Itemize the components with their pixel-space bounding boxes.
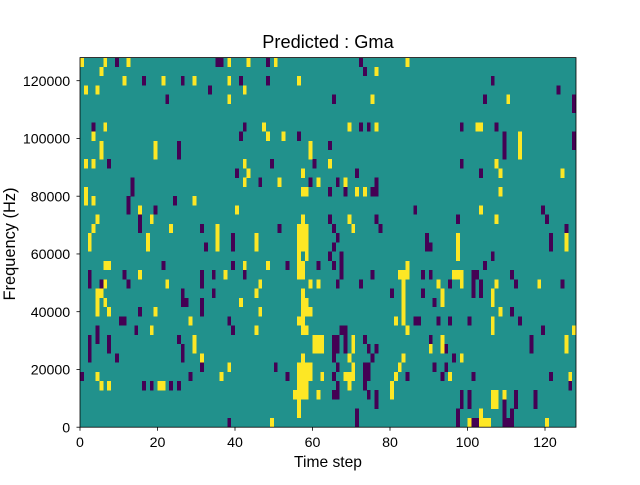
svg-text:Time step: Time step [294,454,362,471]
svg-text:0: 0 [76,435,84,451]
svg-text:60: 60 [305,435,321,451]
svg-text:20000: 20000 [31,363,71,379]
svg-text:80000: 80000 [31,189,71,205]
svg-text:120000: 120000 [23,74,70,90]
svg-text:100: 100 [456,435,480,451]
svg-text:Predicted : Gma: Predicted : Gma [262,32,394,52]
svg-text:Frequency (Hz): Frequency (Hz) [1,188,19,301]
svg-text:40000: 40000 [31,305,71,321]
svg-text:120: 120 [533,435,557,451]
svg-text:40: 40 [227,435,243,451]
svg-text:20: 20 [150,435,166,451]
svg-text:0: 0 [62,420,70,436]
svg-text:80: 80 [382,435,398,451]
svg-text:100000: 100000 [23,132,70,148]
svg-text:60000: 60000 [31,247,71,263]
